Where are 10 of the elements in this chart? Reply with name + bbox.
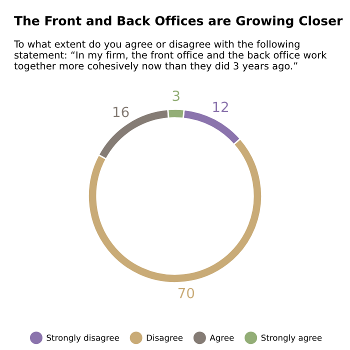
data-label: 12	[213, 102, 228, 112]
legend-label: Agree	[210, 334, 234, 342]
chart-title: The Front and Back Offices are Growing Closer	[14, 16, 343, 28]
legend-label: Strongly agree	[261, 334, 322, 342]
data-label: 3	[172, 90, 180, 102]
data-label: 16	[113, 106, 129, 118]
data-label: 70	[178, 288, 194, 298]
legend-label: Disagree	[146, 334, 183, 342]
legend-label: Strongly disagree	[46, 334, 119, 342]
chart-subtitle: To what extent do you agree or disagree with the following statement: “In my firm, the front office and the back office work together more cohesively now than they did 3 years ago.”	[14, 40, 327, 72]
